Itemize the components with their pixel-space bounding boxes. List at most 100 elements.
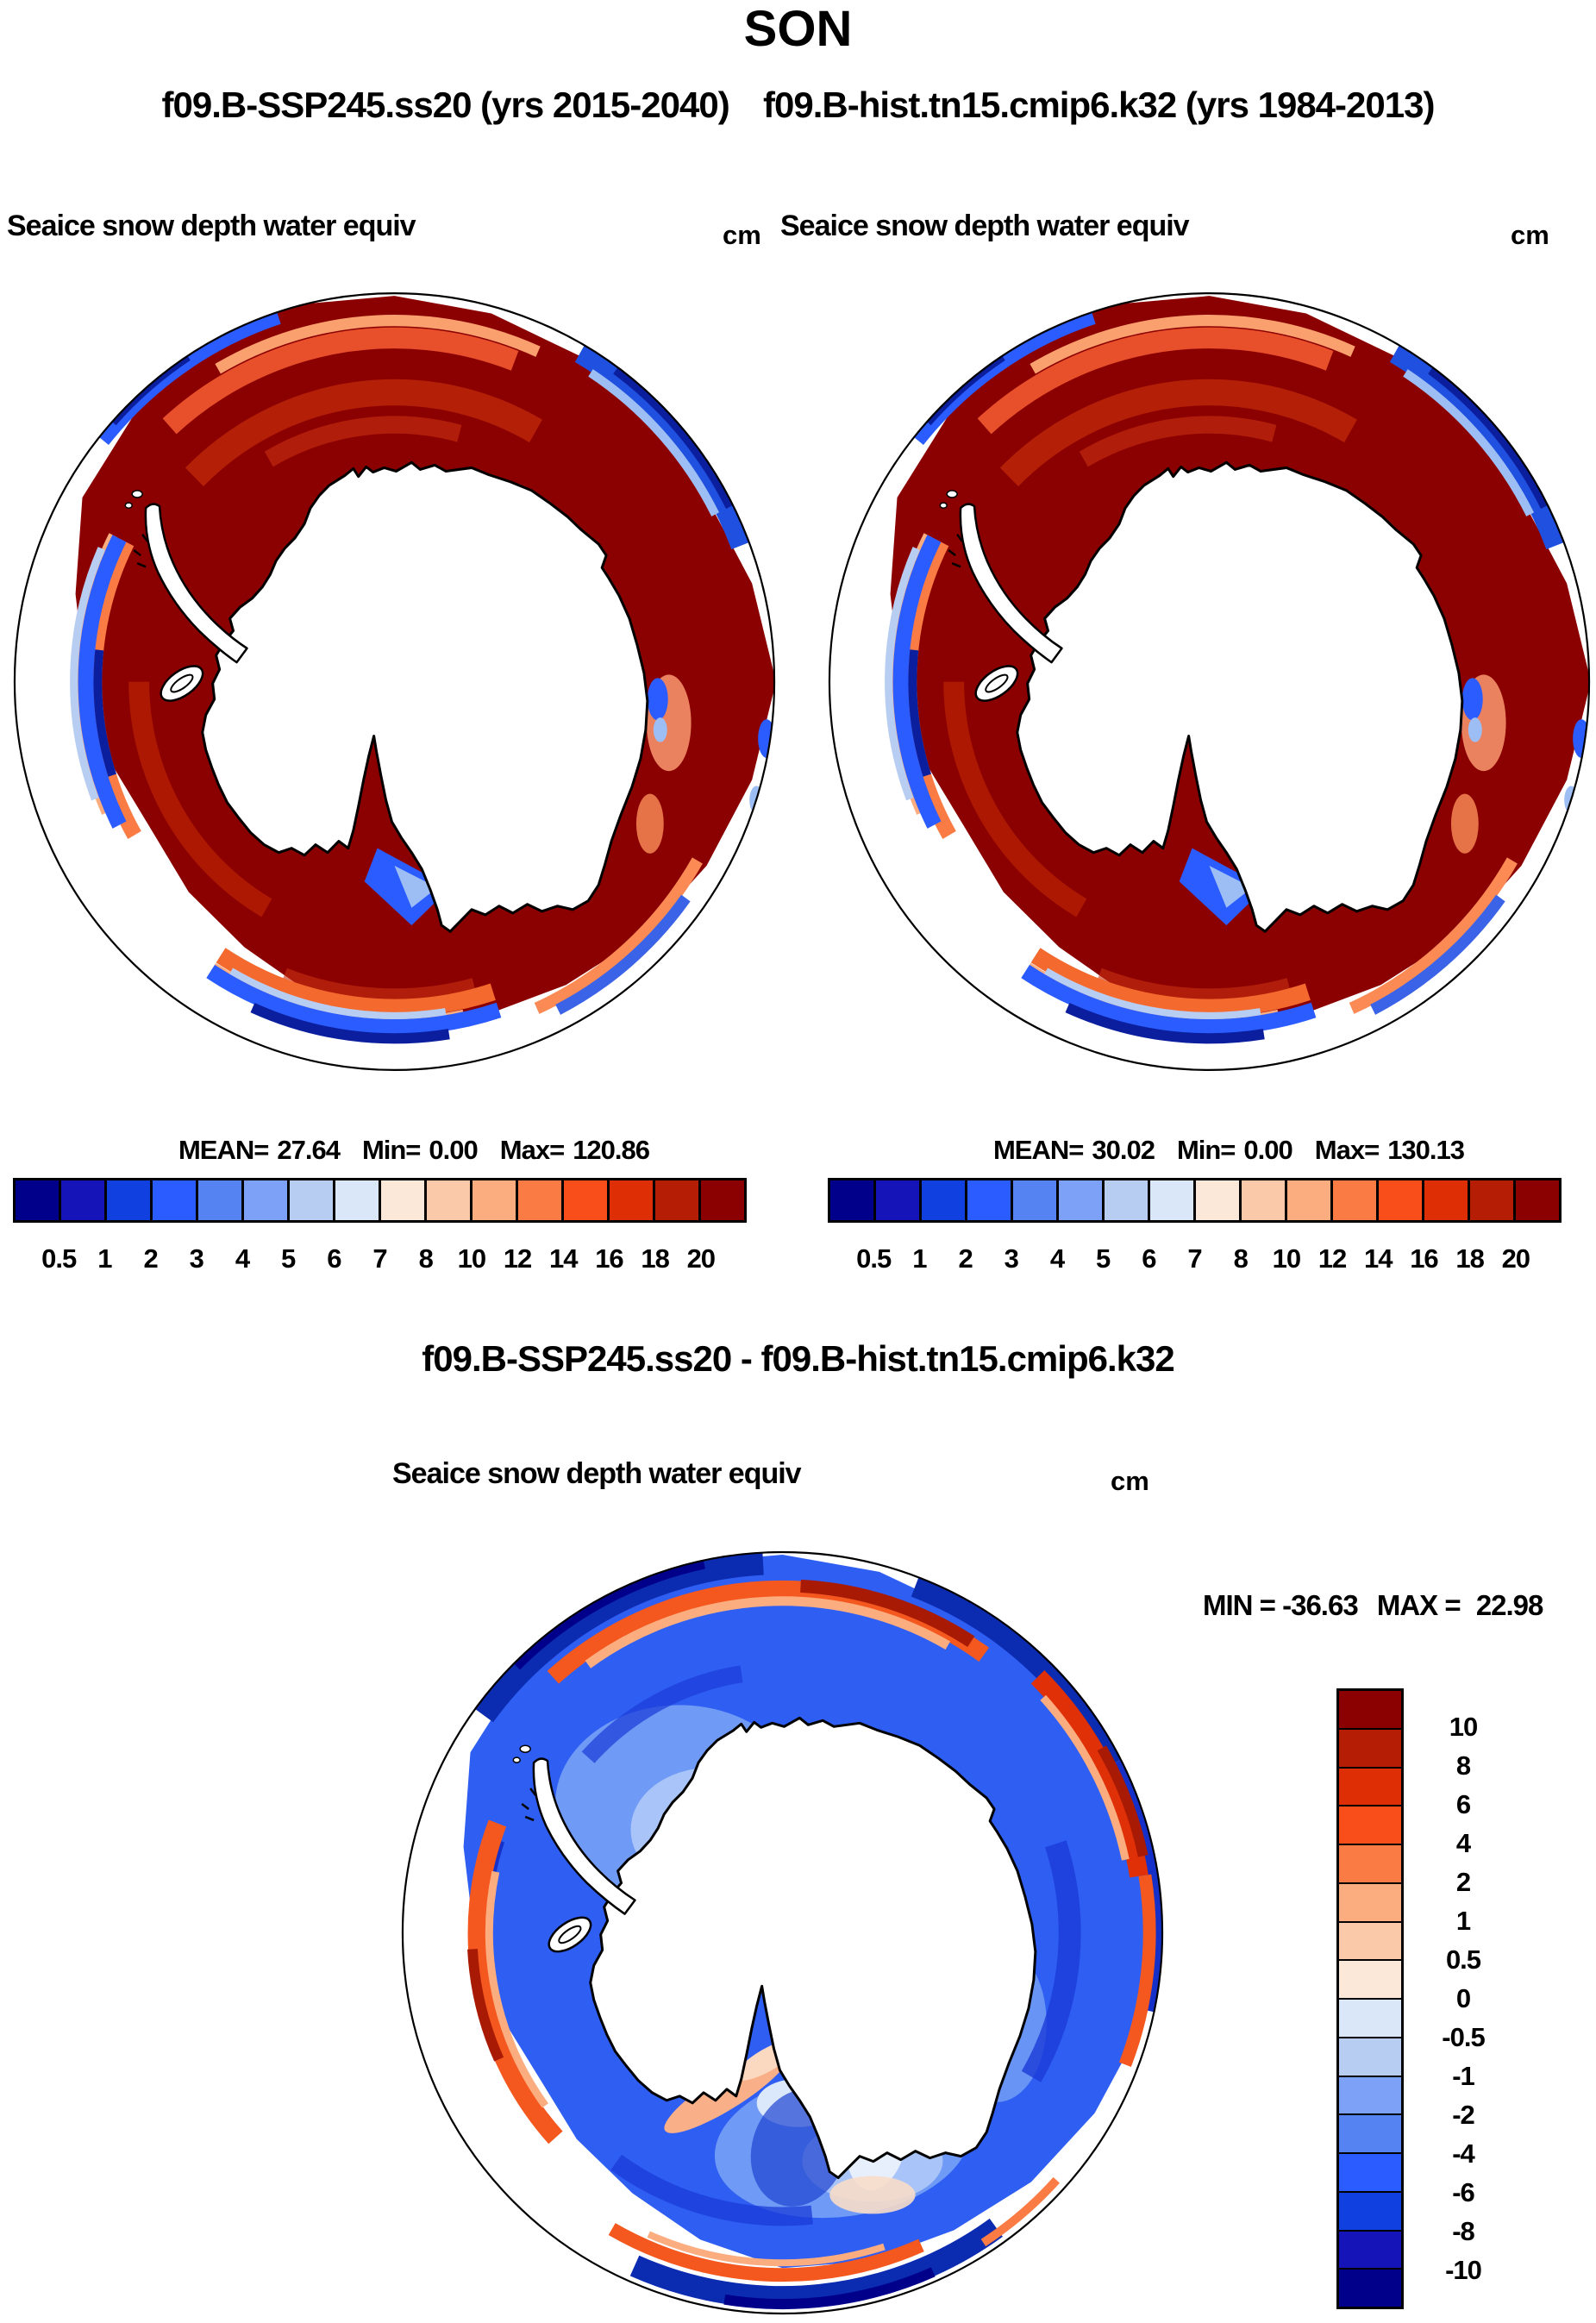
colorbar-tick-label: -0.5 — [1442, 2022, 1485, 2052]
left-map-stats: MEAN= 27.64 Min= 0.00 Max= 120.86 — [52, 1135, 776, 1166]
colorbar-cell — [965, 1180, 1011, 1220]
seaice-map-diff — [397, 1546, 1168, 2320]
colorbar-cell — [1056, 1180, 1102, 1220]
colorbar-cell — [1193, 1180, 1239, 1220]
colorbar-tick-label: 12 — [1317, 1243, 1347, 1274]
colorbar-cell — [104, 1180, 150, 1220]
colorbar-tick-label: -1 — [1452, 2061, 1475, 2091]
colorbar-tick-label: 6 — [327, 1243, 341, 1274]
colorbar-cell — [59, 1180, 104, 1220]
right-panel-units: cm — [1511, 220, 1549, 250]
colorbar-tick-label: 3 — [189, 1243, 204, 1274]
right-max-label: Max= — [1314, 1135, 1380, 1165]
colorbar-tick-label: -10 — [1445, 2255, 1482, 2285]
left-min-value: 0.00 — [429, 1135, 478, 1165]
colorbar-cell — [1285, 1180, 1330, 1220]
colorbar-cell — [1011, 1180, 1056, 1220]
colorbar-tick-label: 18 — [641, 1243, 669, 1274]
subtitle-left-run: f09.B-SSP245.ss20 (yrs 2015-2040) — [161, 85, 730, 125]
colorbar-tick-label: 0.5 — [41, 1243, 77, 1274]
left-panel-units: cm — [723, 220, 761, 250]
colorbar-tick-label: 14 — [1364, 1243, 1393, 1274]
diff-max-value: 22.98 — [1475, 1589, 1544, 1621]
colorbar-tick-label: 8 — [1455, 1750, 1471, 1781]
colorbar-tick-label: 12 — [503, 1243, 532, 1274]
colorbar-cell — [1339, 1691, 1401, 1728]
diff-map-title: Seaice snow depth water equiv — [392, 1457, 802, 1490]
colorbar-cell — [1376, 1180, 1422, 1220]
colorbar-left — [13, 1178, 747, 1223]
colorbar-tick-label: 20 — [1501, 1243, 1530, 1274]
left-max-value: 120.86 — [573, 1135, 650, 1165]
colorbar-tick-label: 6 — [1455, 1789, 1471, 1819]
colorbar-cell — [1102, 1180, 1148, 1220]
colorbar-cell — [830, 1180, 873, 1220]
left-max-label: Max= — [499, 1135, 565, 1165]
right-panel-title: Seaice snow depth water equiv — [780, 210, 1190, 242]
colorbar-cell — [241, 1180, 287, 1220]
colorbar-cell — [1339, 2190, 1401, 2230]
colorbar-cell — [1239, 1180, 1285, 1220]
seaice-map-right-svg — [828, 291, 1591, 1072]
colorbar-tick-label: 1 — [912, 1243, 927, 1274]
colorbar-tick-label: 16 — [595, 1243, 623, 1274]
colorbar-cell — [1148, 1180, 1193, 1220]
colorbar-cell — [16, 1180, 59, 1220]
map-boundary-circle — [13, 291, 776, 1072]
colorbar-cell — [470, 1180, 516, 1220]
colorbar-cell — [607, 1180, 653, 1220]
colorbar-diff — [1336, 1688, 1404, 2309]
colorbar-tick-label: 18 — [1455, 1243, 1484, 1274]
map-boundary-circle — [828, 291, 1591, 1072]
colorbar-tick-label: 4 — [1455, 1828, 1471, 1858]
seaice-map-right — [823, 287, 1595, 1076]
colorbar-cell — [1339, 2075, 1401, 2114]
colorbar-cell — [150, 1180, 196, 1220]
colorbar-cell — [424, 1180, 470, 1220]
diff-field — [402, 1551, 1163, 2314]
diff-map-units: cm — [1111, 1466, 1149, 1496]
colorbar-cell — [1339, 1920, 1401, 1960]
colorbar-tick-label: 14 — [549, 1243, 578, 1274]
right-min-label: Min= — [1176, 1135, 1236, 1165]
colorbar-cell — [919, 1180, 965, 1220]
colorbar-diff-ticks: 10 8 6 4 2 1 0.5 0 -0.5 -1 -2 -4 -6 -8 -10 — [1407, 1688, 1519, 2309]
colorbar-cell — [516, 1180, 561, 1220]
colorbar-cell — [1339, 2036, 1401, 2076]
left-min-label: Min= — [361, 1135, 421, 1165]
colorbar-cell — [379, 1180, 424, 1220]
colorbar-cell — [1339, 2229, 1401, 2269]
figure-subtitle: f09.B-SSP245.ss20 (yrs 2015-2040) f09.B-… — [0, 85, 1596, 126]
colorbar-tick-label: 0 — [1455, 1983, 1471, 2013]
right-map-stats: MEAN= 30.02 Min= 0.00 Max= 130.13 — [867, 1135, 1591, 1166]
right-max-value: 130.13 — [1387, 1135, 1465, 1165]
colorbar-cell — [1339, 2268, 1401, 2307]
colorbar-cell — [196, 1180, 241, 1220]
colorbar-tick-label: 1 — [97, 1243, 112, 1274]
seaice-field — [829, 293, 1590, 1070]
seaice-map-left — [9, 287, 780, 1076]
map-boundary-circle — [401, 1550, 1164, 2315]
colorbar-tick-label: 20 — [686, 1243, 716, 1274]
colorbar-tick-label: 2 — [143, 1243, 158, 1274]
colorbar-tick-label: -4 — [1452, 2138, 1475, 2169]
colorbar-cell — [1339, 1805, 1401, 1844]
colorbar-tick-label: 10 — [1449, 1712, 1478, 1742]
colorbar-cell — [1339, 1998, 1401, 2037]
colorbar-cell — [1330, 1180, 1376, 1220]
colorbar-cell — [1339, 1727, 1401, 1767]
colorbar-cell — [1422, 1180, 1468, 1220]
colorbar-cell — [561, 1180, 607, 1220]
diff-max-label: MAX = — [1376, 1589, 1461, 1621]
colorbar-cell — [1339, 2152, 1401, 2191]
colorbar-tick-label: -2 — [1452, 2100, 1475, 2130]
colorbar-tick-label: 1 — [1455, 1906, 1471, 1936]
colorbar-tick-label: -8 — [1452, 2216, 1475, 2246]
right-min-value: 0.00 — [1243, 1135, 1292, 1165]
colorbar-cell — [1339, 1766, 1401, 1806]
left-panel-title: Seaice snow depth water equiv — [7, 210, 416, 242]
colorbar-tick-label: 7 — [1187, 1243, 1202, 1274]
colorbar-cell — [1339, 1844, 1401, 1882]
colorbar-tick-label: 10 — [457, 1243, 486, 1274]
